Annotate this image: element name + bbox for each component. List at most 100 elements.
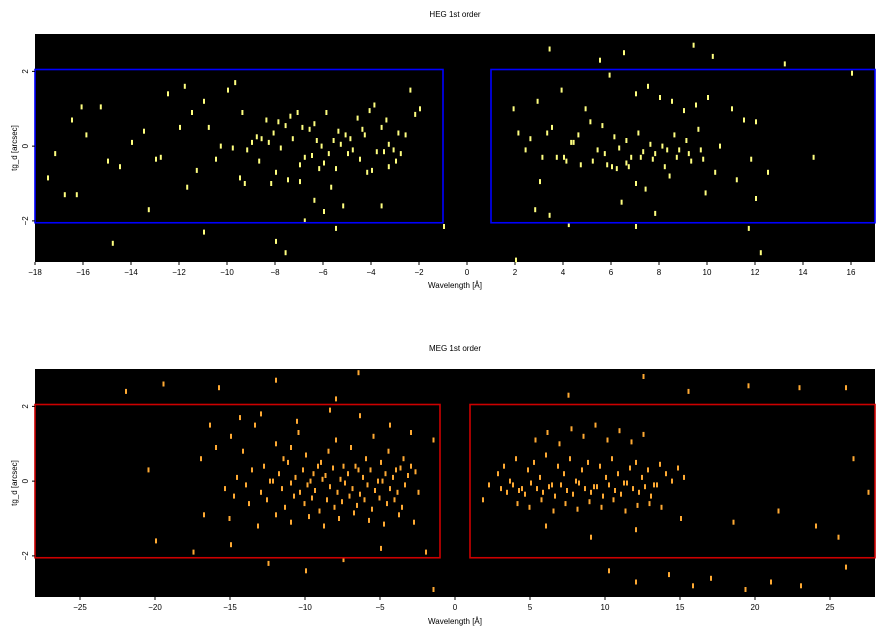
meg-data-point <box>546 430 549 435</box>
heg-x-tick-label: −18 <box>28 268 42 277</box>
heg-data-point <box>601 123 604 129</box>
heg-data-point <box>361 126 364 132</box>
meg-data-point <box>348 493 351 499</box>
heg-data-point <box>812 154 815 160</box>
meg-data-point <box>542 489 544 495</box>
heg-data-point <box>147 207 150 213</box>
heg-data-point <box>119 164 121 170</box>
meg-data-point <box>363 497 366 503</box>
heg-title: HEG 1st order <box>429 10 480 19</box>
heg-y-axis: −2 0 2 <box>21 69 35 225</box>
heg-data-point <box>339 141 342 147</box>
meg-data-point <box>260 489 262 495</box>
meg-data-point <box>588 499 591 505</box>
heg-data-point <box>546 130 549 136</box>
meg-data-point <box>275 377 277 383</box>
heg-data-point <box>227 87 229 93</box>
meg-data-point <box>417 489 420 495</box>
heg-data-point <box>366 169 369 175</box>
meg-x-tick-label: −20 <box>148 603 162 612</box>
meg-data-point <box>335 396 337 402</box>
heg-data-point <box>356 115 359 121</box>
heg-data-point <box>215 156 217 162</box>
meg-data-point <box>308 514 310 520</box>
heg-data-point <box>258 158 261 164</box>
heg-points <box>47 42 853 263</box>
meg-data-point <box>575 478 577 484</box>
heg-data-point <box>195 167 198 173</box>
meg-data-point <box>582 433 585 439</box>
heg-data-point <box>750 156 753 162</box>
heg-x-tick-label: 12 <box>751 268 760 277</box>
meg-data-point <box>557 463 559 469</box>
heg-data-point <box>255 134 258 140</box>
heg-data-point <box>392 147 395 153</box>
meg-data-point <box>290 480 292 486</box>
heg-data-point <box>675 154 678 160</box>
meg-data-point <box>432 437 435 443</box>
heg-data-point <box>443 224 445 229</box>
heg-data-point <box>299 179 301 185</box>
heg-data-point <box>591 158 594 164</box>
meg-data-point <box>324 473 327 478</box>
meg-data-point <box>374 488 376 493</box>
meg-data-point <box>203 512 205 518</box>
heg-data-point <box>534 207 537 213</box>
meg-data-point <box>215 445 217 450</box>
heg-data-point <box>529 136 532 142</box>
heg-data-point <box>335 166 337 172</box>
meg-data-point <box>362 474 364 480</box>
meg-data-point <box>281 486 283 492</box>
meg-data-point <box>147 467 150 473</box>
meg-data-point <box>482 497 484 503</box>
heg-data-point <box>567 222 570 228</box>
heg-data-point <box>155 156 157 162</box>
heg-data-point <box>265 117 268 123</box>
meg-data-point <box>366 482 369 488</box>
meg-y-label: tg_d [arcsec] <box>10 460 19 506</box>
heg-data-point <box>327 151 330 157</box>
meg-data-point <box>845 385 847 391</box>
heg-data-point <box>599 57 601 63</box>
meg-data-point <box>497 471 499 477</box>
meg-data-point <box>683 474 685 480</box>
meg-data-point <box>624 508 627 514</box>
meg-data-point <box>230 542 232 548</box>
meg-x-tick-label: 5 <box>528 603 533 612</box>
meg-data-point <box>267 560 270 566</box>
meg-data-point <box>245 482 247 488</box>
meg-data-point <box>560 482 562 488</box>
heg-data-point <box>579 162 582 168</box>
meg-data-point <box>356 502 358 508</box>
heg-data-point <box>615 166 618 172</box>
heg-data-point <box>414 111 417 117</box>
heg-data-point <box>167 91 169 97</box>
heg-data-point <box>759 250 762 256</box>
heg-data-point <box>344 132 347 138</box>
meg-data-point <box>236 474 238 480</box>
meg-data-point <box>275 512 277 518</box>
heg-data-point <box>671 98 673 104</box>
meg-data-point <box>314 488 316 493</box>
meg-data-point <box>533 459 535 465</box>
meg-data-point <box>642 431 645 437</box>
heg-region-box <box>490 68 876 224</box>
heg-data-point <box>743 117 745 123</box>
heg-data-point <box>536 98 539 104</box>
meg-data-point <box>386 501 388 507</box>
heg-data-point <box>630 154 633 160</box>
meg-data-point <box>599 463 601 469</box>
meg-data-point <box>263 463 265 469</box>
meg-data-point <box>554 493 556 499</box>
heg-data-point <box>373 102 376 108</box>
meg-data-point <box>309 478 312 484</box>
meg-x-tick-label: 15 <box>676 603 685 612</box>
heg-data-point <box>63 192 66 198</box>
heg-data-point <box>570 139 573 145</box>
meg-data-point <box>332 465 334 471</box>
meg-data-point <box>611 456 613 462</box>
heg-data-point <box>203 98 205 104</box>
meg-data-point <box>638 489 640 495</box>
meg-data-point <box>687 388 690 394</box>
